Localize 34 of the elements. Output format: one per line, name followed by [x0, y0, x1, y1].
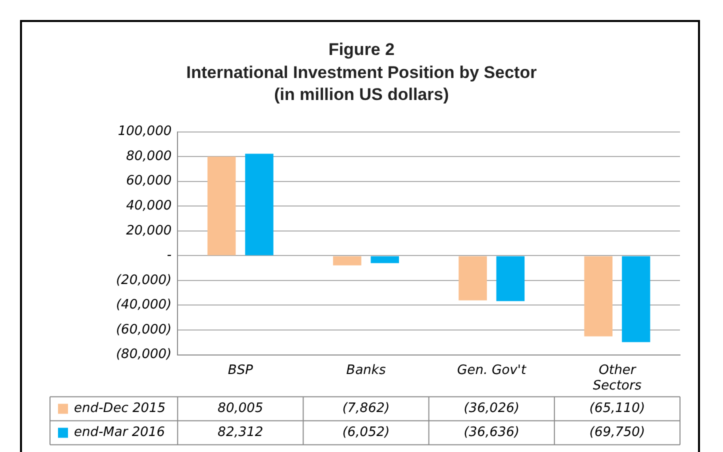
y-tick-label: 100,000 — [118, 124, 172, 140]
bar — [622, 256, 650, 342]
bar — [245, 154, 274, 256]
legend-label: end-Dec 2015 — [74, 401, 166, 416]
chart-subtitle: International Investment Position by Sector (in million US dollars) — [185, 62, 538, 106]
data-label: (36,636) — [464, 425, 520, 440]
y-tick-label: (60,000) — [116, 322, 172, 338]
data-label: 80,005 — [218, 401, 264, 416]
data-label: (69,750) — [589, 425, 646, 440]
y-tick-label: 40,000 — [126, 198, 172, 214]
bar — [458, 256, 487, 300]
bar — [333, 256, 362, 266]
y-tick-label: (80,000) — [116, 347, 172, 362]
legend-label: end-Mar 2016 — [74, 425, 165, 440]
data-label: (6,052) — [342, 425, 390, 440]
y-tick-label: 60,000 — [126, 174, 172, 189]
y-tick-label: 20,000 — [126, 223, 172, 238]
chart-title: Figure 2 — [327, 40, 396, 60]
y-tick-label: - — [166, 248, 172, 264]
data-label: (36,026) — [464, 401, 520, 416]
bar — [207, 156, 236, 256]
bar — [496, 256, 525, 302]
x-tick-label: Gen. Gov't — [457, 362, 527, 378]
y-tick-label: 80,000 — [126, 148, 172, 164]
bar — [370, 256, 399, 264]
x-tick-label: BSP — [228, 362, 254, 378]
x-tick-label: Other Sectors — [592, 362, 642, 394]
y-tick-label: (20,000) — [116, 272, 172, 288]
y-tick-label: (40,000) — [116, 298, 172, 313]
bar — [584, 256, 612, 336]
x-tick-label: Banks — [346, 362, 386, 378]
data-label: (7,862) — [342, 401, 390, 416]
data-label: 82,312 — [218, 425, 264, 440]
data-label: (65,110) — [589, 401, 646, 416]
